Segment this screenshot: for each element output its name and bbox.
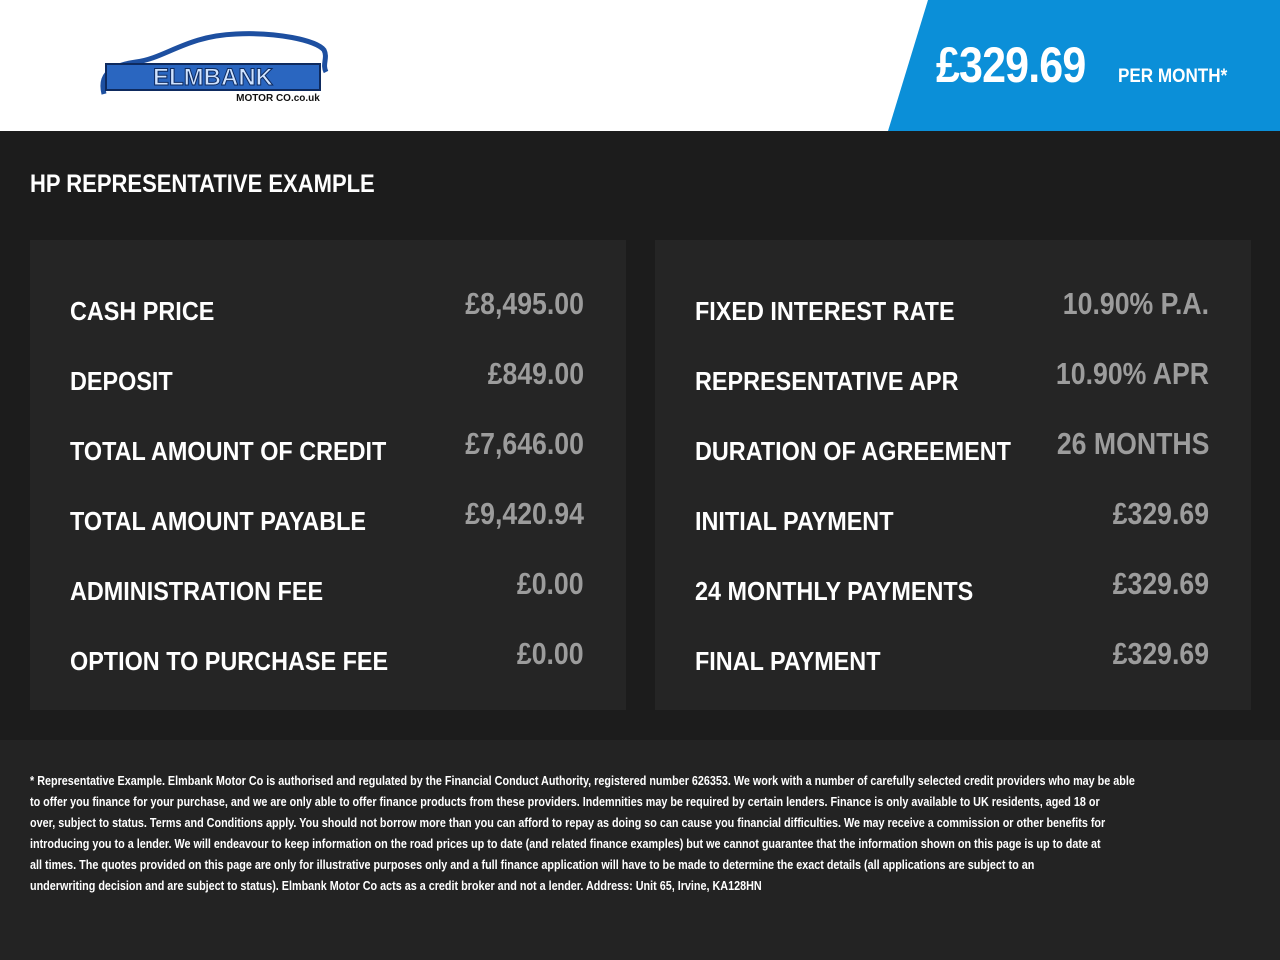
disclaimer-line: over, subject to status. Terms and Condi… [30, 815, 1106, 830]
row-label: TOTAL AMOUNT OF CREDIT [70, 436, 387, 466]
finance-row: DURATION OF AGREEMENT 26 MONTHS [695, 426, 1209, 466]
row-label: OPTION TO PURCHASE FEE [70, 646, 389, 676]
monthly-price: £329.69 [936, 37, 1086, 93]
row-value: £7,646.00 [465, 426, 584, 461]
row-label: FINAL PAYMENT [695, 646, 881, 676]
finance-row: REPRESENTATIVE APR 10.90% APR [695, 356, 1209, 396]
row-label: ADMINISTRATION FEE [70, 576, 324, 606]
finance-row: OPTION TO PURCHASE FEE £0.00 [70, 636, 584, 676]
disclaimer-footer: * Representative Example. Elmbank Motor … [0, 740, 1280, 960]
finance-panel-left: CASH PRICE £8,495.00 DEPOSIT £849.00 TOTAL A… [30, 240, 626, 710]
row-label: DURATION OF AGREEMENT [695, 436, 1011, 466]
elmbank-logo[interactable]: ELMBANK MOTOR CO.co.uk [96, 28, 332, 104]
disclaimer-line: to offer you finance for your purchase, … [30, 794, 1100, 809]
row-value: £849.00 [487, 356, 584, 391]
section-title: HP REPRESENTATIVE EXAMPLE [30, 170, 375, 198]
row-label: TOTAL AMOUNT PAYABLE [70, 506, 367, 536]
finance-row: 24 MONTHLY PAYMENTS £329.69 [695, 566, 1209, 606]
per-month-label: PER MONTH* [1118, 66, 1228, 87]
row-value: 10.90% APR [1055, 356, 1209, 391]
row-value: 26 MONTHS [1056, 426, 1209, 461]
row-label: CASH PRICE [70, 296, 215, 326]
row-value: £329.69 [1112, 636, 1209, 671]
row-value: £0.00 [517, 636, 584, 671]
finance-row: DEPOSIT £849.00 [70, 356, 584, 396]
row-label: DEPOSIT [70, 366, 173, 396]
disclaimer-line: * Representative Example. Elmbank Motor … [30, 773, 1135, 788]
row-value: £8,495.00 [465, 286, 584, 321]
header: ELMBANK MOTOR CO.co.uk £329.69 PER MONTH… [0, 0, 1280, 131]
row-label: 24 MONTHLY PAYMENTS [695, 576, 974, 606]
finance-row: FIXED INTEREST RATE 10.90% P.A. [695, 286, 1209, 326]
row-label: REPRESENTATIVE APR [695, 366, 959, 396]
finance-row: TOTAL AMOUNT OF CREDIT £7,646.00 [70, 426, 584, 466]
disclaimer-line: all times. The quotes provided on this p… [30, 857, 1035, 872]
disclaimer-line: introducing you to a lender. We will end… [30, 836, 1101, 851]
finance-row: FINAL PAYMENT £329.69 [695, 636, 1209, 676]
row-value: £329.69 [1112, 496, 1209, 531]
finance-row: ADMINISTRATION FEE £0.00 [70, 566, 584, 606]
row-label: FIXED INTEREST RATE [695, 296, 955, 326]
row-label: INITIAL PAYMENT [695, 506, 894, 536]
row-value: £329.69 [1112, 566, 1209, 601]
row-value: £0.00 [517, 566, 584, 601]
monthly-price-banner: £329.69 PER MONTH* [888, 0, 1280, 131]
disclaimer-line: underwriting decision and are subject to… [30, 878, 762, 893]
svg-text:MOTOR CO.co.uk: MOTOR CO.co.uk [236, 93, 320, 104]
finance-row: CASH PRICE £8,495.00 [70, 286, 584, 326]
row-value: 10.90% P.A. [1062, 286, 1209, 321]
logo-text: ELMBANK [153, 64, 274, 91]
row-value: £9,420.94 [465, 496, 584, 531]
finance-panel-right: FIXED INTEREST RATE 10.90% P.A. REPRESENTA… [655, 240, 1251, 710]
finance-row: INITIAL PAYMENT £329.69 [695, 496, 1209, 536]
finance-row: TOTAL AMOUNT PAYABLE £9,420.94 [70, 496, 584, 536]
disclaimer-text: * Representative Example. Elmbank Motor … [30, 770, 1135, 896]
